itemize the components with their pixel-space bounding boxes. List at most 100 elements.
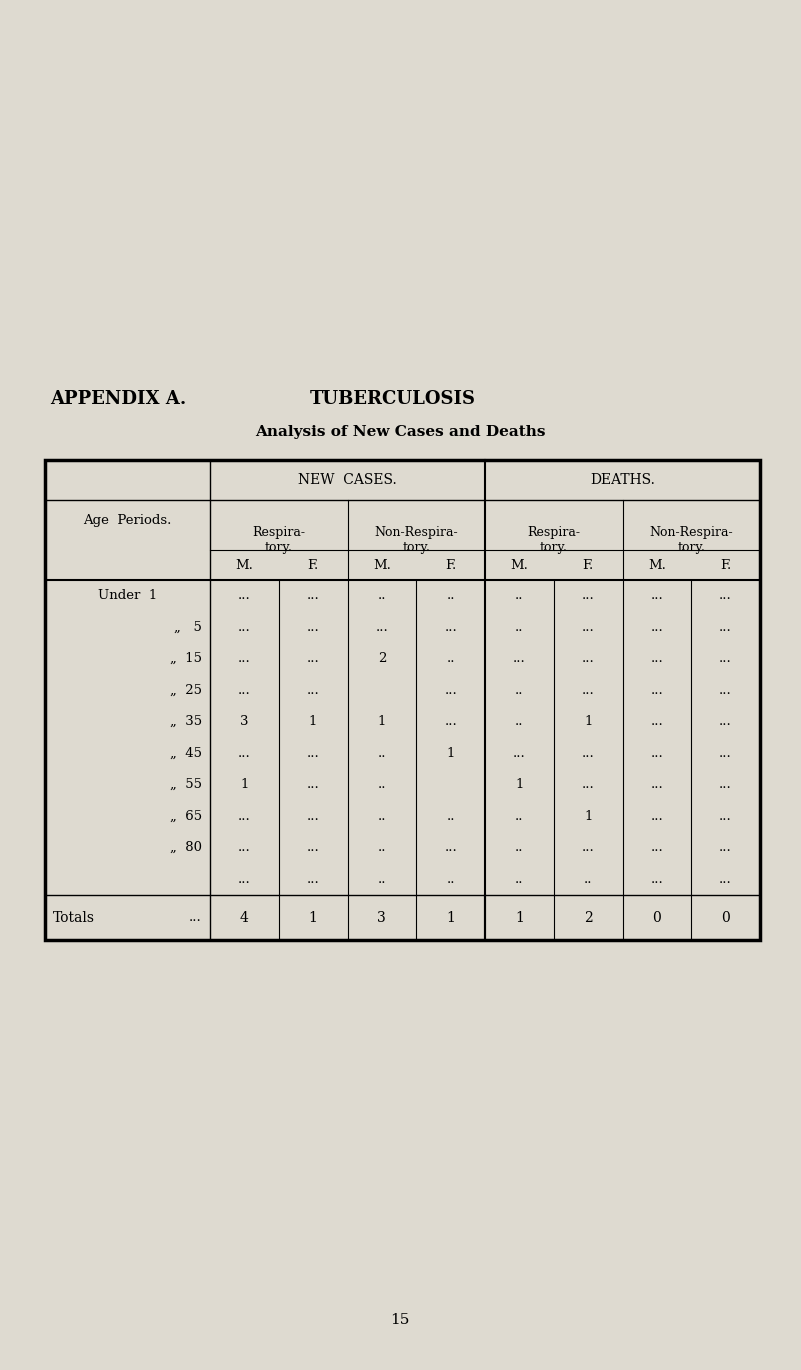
Text: ...: ... <box>307 621 320 634</box>
Text: Respira-
tory.: Respira- tory. <box>252 526 305 553</box>
Text: 1: 1 <box>446 747 455 760</box>
Text: ...: ... <box>719 652 732 666</box>
Text: ...: ... <box>238 684 251 697</box>
Text: 4: 4 <box>240 911 249 925</box>
Text: ..: .. <box>377 873 386 886</box>
Text: ..: .. <box>446 652 455 666</box>
Text: ...: ... <box>582 747 594 760</box>
Text: ...: ... <box>650 747 663 760</box>
Text: ...: ... <box>719 621 732 634</box>
Text: ...: ... <box>238 652 251 666</box>
Text: ..: .. <box>515 841 524 855</box>
Text: ...: ... <box>307 873 320 886</box>
Text: „   5: „ 5 <box>174 621 202 634</box>
Text: Respira-
tory.: Respira- tory. <box>527 526 580 553</box>
Text: ...: ... <box>582 589 594 603</box>
Bar <box>45 460 760 940</box>
Text: M.: M. <box>510 559 529 571</box>
Text: ...: ... <box>445 621 457 634</box>
Text: ...: ... <box>650 873 663 886</box>
Text: Non-Respira-
tory.: Non-Respira- tory. <box>650 526 733 553</box>
Text: 0: 0 <box>653 911 662 925</box>
Text: Analysis of New Cases and Deaths: Analysis of New Cases and Deaths <box>255 425 545 438</box>
Text: ...: ... <box>238 621 251 634</box>
Text: ...: ... <box>238 873 251 886</box>
Text: 0: 0 <box>721 911 730 925</box>
Text: 15: 15 <box>390 1312 409 1328</box>
Text: ..: .. <box>377 841 386 855</box>
Text: F.: F. <box>582 559 594 571</box>
Text: ...: ... <box>513 652 525 666</box>
Text: ..: .. <box>515 810 524 823</box>
Text: ...: ... <box>650 652 663 666</box>
Text: F.: F. <box>720 559 731 571</box>
Text: 3: 3 <box>377 911 386 925</box>
Text: ...: ... <box>445 841 457 855</box>
Text: ...: ... <box>719 589 732 603</box>
Text: ...: ... <box>650 684 663 697</box>
Text: Totals: Totals <box>53 911 95 925</box>
Text: ...: ... <box>445 715 457 729</box>
Text: ...: ... <box>445 684 457 697</box>
Text: F.: F. <box>308 559 319 571</box>
Text: ..: .. <box>515 715 524 729</box>
Text: ...: ... <box>188 911 201 923</box>
Text: 1: 1 <box>309 715 317 729</box>
Text: 1: 1 <box>240 778 248 792</box>
Text: 3: 3 <box>240 715 248 729</box>
Text: Non-Respira-
tory.: Non-Respira- tory. <box>374 526 458 553</box>
Text: ...: ... <box>719 810 732 823</box>
Text: 1: 1 <box>584 715 592 729</box>
Text: 1: 1 <box>515 911 524 925</box>
Text: ...: ... <box>719 778 732 792</box>
Text: ...: ... <box>513 747 525 760</box>
Text: 2: 2 <box>584 911 593 925</box>
Text: ...: ... <box>238 589 251 603</box>
Text: NEW  CASES.: NEW CASES. <box>298 473 396 486</box>
Text: „  35: „ 35 <box>170 715 202 729</box>
Text: ..: .. <box>446 589 455 603</box>
Text: ..: .. <box>515 589 524 603</box>
Text: ...: ... <box>582 778 594 792</box>
Text: ...: ... <box>307 652 320 666</box>
Text: ...: ... <box>650 589 663 603</box>
Text: „  80: „ 80 <box>170 841 202 855</box>
Text: ...: ... <box>238 841 251 855</box>
Text: ...: ... <box>650 621 663 634</box>
Text: 1: 1 <box>446 911 455 925</box>
Text: ...: ... <box>719 715 732 729</box>
Text: ..: .. <box>515 621 524 634</box>
Text: ...: ... <box>238 747 251 760</box>
Text: ..: .. <box>515 873 524 886</box>
Text: F.: F. <box>445 559 457 571</box>
Text: 2: 2 <box>378 652 386 666</box>
Text: ...: ... <box>582 684 594 697</box>
Text: ..: .. <box>377 589 386 603</box>
Text: ...: ... <box>376 621 388 634</box>
Text: „  15: „ 15 <box>170 652 202 666</box>
Text: ...: ... <box>582 621 594 634</box>
Text: ...: ... <box>650 715 663 729</box>
Text: ...: ... <box>719 684 732 697</box>
Text: ...: ... <box>307 684 320 697</box>
Text: „  45: „ 45 <box>170 747 202 760</box>
Text: ...: ... <box>719 873 732 886</box>
Text: ..: .. <box>584 873 593 886</box>
Text: ..: .. <box>446 810 455 823</box>
Text: Age  Periods.: Age Periods. <box>83 514 171 526</box>
Text: 1: 1 <box>308 911 317 925</box>
Text: „  65: „ 65 <box>170 810 202 823</box>
Text: ...: ... <box>719 841 732 855</box>
Text: ...: ... <box>238 810 251 823</box>
Text: 1: 1 <box>584 810 592 823</box>
Text: ...: ... <box>650 841 663 855</box>
Text: M.: M. <box>648 559 666 571</box>
Text: TUBERCULOSIS: TUBERCULOSIS <box>310 390 476 408</box>
Text: ..: .. <box>515 684 524 697</box>
Text: Under  1: Under 1 <box>98 589 157 603</box>
Text: ...: ... <box>650 778 663 792</box>
Text: ..: .. <box>377 778 386 792</box>
Text: „  55: „ 55 <box>170 778 202 792</box>
Text: ...: ... <box>307 810 320 823</box>
Text: ...: ... <box>307 589 320 603</box>
